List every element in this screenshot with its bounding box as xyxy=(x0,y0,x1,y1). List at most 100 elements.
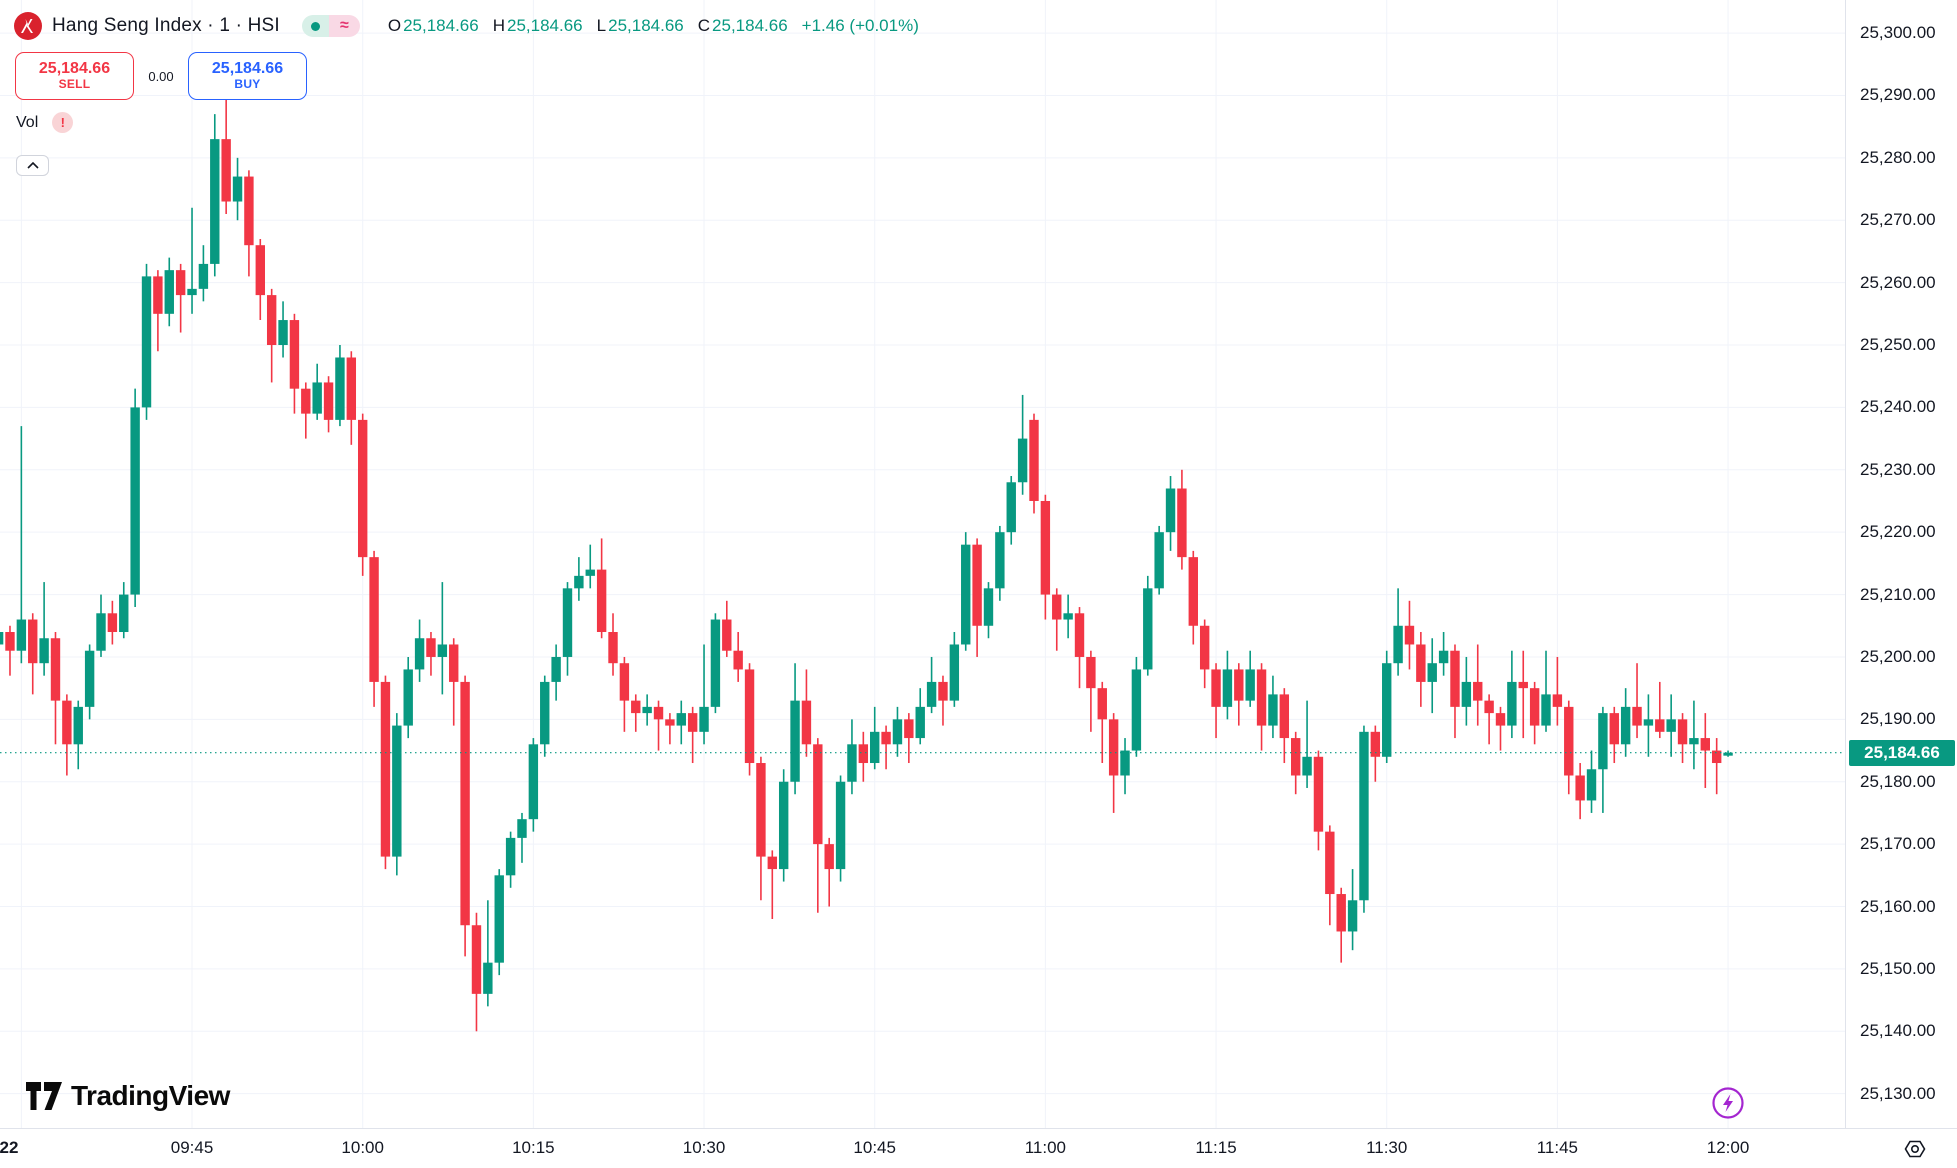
candle xyxy=(1029,413,1039,514)
candle xyxy=(62,694,72,776)
candle xyxy=(1211,663,1221,739)
approx-data-icon: ≈ xyxy=(328,15,360,37)
candle xyxy=(460,675,470,957)
candle xyxy=(198,245,209,302)
candle xyxy=(1256,663,1267,751)
candle xyxy=(1325,825,1335,926)
candle xyxy=(1177,469,1187,570)
candle xyxy=(926,656,937,714)
time-tick-label: 11:45 xyxy=(1536,1138,1579,1157)
candle xyxy=(1666,694,1676,757)
time-tick-label: 12:00 xyxy=(1706,1138,1750,1157)
candle xyxy=(1199,619,1210,689)
candle xyxy=(1302,700,1312,788)
candle xyxy=(1438,632,1449,676)
candle xyxy=(767,850,778,919)
volume-indicator-row: Vol ! xyxy=(16,112,74,133)
candle xyxy=(1484,694,1494,745)
candle xyxy=(1643,694,1654,757)
buy-price: 25,184.66 xyxy=(211,59,284,77)
volume-indicator-label[interactable]: Vol xyxy=(16,113,39,131)
candle xyxy=(904,713,914,764)
candle xyxy=(619,656,630,732)
symbol-legend[interactable]: Hang Seng Index · 1 · HSI ≈ O 25,184.66 H… xyxy=(14,12,919,40)
eye-hexagon-icon xyxy=(1904,1140,1926,1158)
time-axis[interactable]: 22 09:45 10:00 10:15 10:30 10:45 11:00 11:15 11:… xyxy=(0,1128,1957,1168)
candle xyxy=(0,632,4,645)
open-label: O xyxy=(387,16,402,35)
candle xyxy=(210,114,220,277)
time-tick-label: 10:45 xyxy=(853,1138,896,1157)
price-tick-label: 25,240.00 xyxy=(1860,397,1936,417)
time-tick-label: 10:15 xyxy=(512,1138,555,1157)
price-tick-label: 25,160.00 xyxy=(1860,896,1936,916)
candle xyxy=(278,301,288,358)
change-value: +1.46 (+0.01%) xyxy=(801,16,919,35)
candle xyxy=(494,869,504,976)
candle xyxy=(1188,550,1198,645)
candle xyxy=(676,700,686,745)
candle xyxy=(1711,738,1722,795)
axis-settings-button[interactable] xyxy=(1903,1137,1927,1161)
candle xyxy=(107,600,118,645)
candle xyxy=(380,675,391,870)
lightning-icon xyxy=(1712,1087,1744,1119)
candle xyxy=(813,738,823,913)
market-open-dot-icon xyxy=(301,15,329,37)
candle xyxy=(1416,632,1426,707)
candle xyxy=(244,170,254,277)
candle xyxy=(16,426,27,664)
candle xyxy=(255,238,265,321)
candle xyxy=(631,694,641,732)
time-tick-label: 11:30 xyxy=(1366,1138,1408,1157)
candle xyxy=(1507,650,1517,739)
price-tick-label: 25,190.00 xyxy=(1860,709,1936,729)
symbol-title[interactable]: Hang Seng Index · 1 · HSI xyxy=(52,15,280,36)
candle xyxy=(437,582,448,695)
candle xyxy=(1245,650,1255,707)
candle xyxy=(1097,681,1107,764)
candle xyxy=(449,638,459,726)
tradingview-logo[interactable]: TradingView xyxy=(25,1080,230,1112)
price-tick-label: 25,300.00 xyxy=(1860,23,1936,43)
instant-data-button[interactable] xyxy=(1711,1086,1745,1120)
candle xyxy=(562,582,573,676)
indicator-warning-icon[interactable]: ! xyxy=(52,112,74,133)
candle xyxy=(983,582,994,639)
buy-button[interactable]: 25,184.66 BUY xyxy=(188,52,307,100)
candle xyxy=(39,582,49,676)
candle xyxy=(221,95,231,214)
candle xyxy=(505,831,516,888)
candle xyxy=(972,538,982,657)
candlestick-chart[interactable] xyxy=(0,0,1845,1128)
price-tick-label: 25,170.00 xyxy=(1860,834,1936,854)
candle xyxy=(357,413,368,576)
candle xyxy=(596,538,607,639)
time-tick-label: 10:00 xyxy=(341,1138,384,1157)
price-tick-label: 25,270.00 xyxy=(1860,210,1936,230)
sell-button[interactable]: 25,184.66 SELL xyxy=(15,52,134,100)
price-tick-label: 25,220.00 xyxy=(1860,522,1936,542)
candle xyxy=(1086,650,1096,732)
candle xyxy=(369,550,379,707)
candle xyxy=(1609,706,1619,764)
candle xyxy=(1677,713,1688,764)
gridlines xyxy=(0,0,1845,1128)
pane-collapse-button[interactable] xyxy=(16,155,49,176)
close-value: 25,184.66 xyxy=(712,16,788,35)
candle xyxy=(881,725,891,770)
price-axis[interactable]: 25,184.66 25,300.00 25,290.00 25,280.00 25,… xyxy=(1845,0,1957,1128)
candle xyxy=(1473,644,1483,726)
price-tick-label: 25,290.00 xyxy=(1860,85,1936,105)
candle xyxy=(1655,681,1665,739)
candle xyxy=(665,713,675,745)
candle xyxy=(870,706,880,770)
candle xyxy=(403,656,413,739)
candle xyxy=(289,313,300,414)
candle xyxy=(778,769,789,882)
candle xyxy=(744,663,755,776)
candle xyxy=(710,613,721,714)
price-tick-label: 25,260.00 xyxy=(1860,272,1936,292)
market-status-pill[interactable]: ≈ xyxy=(301,15,360,37)
